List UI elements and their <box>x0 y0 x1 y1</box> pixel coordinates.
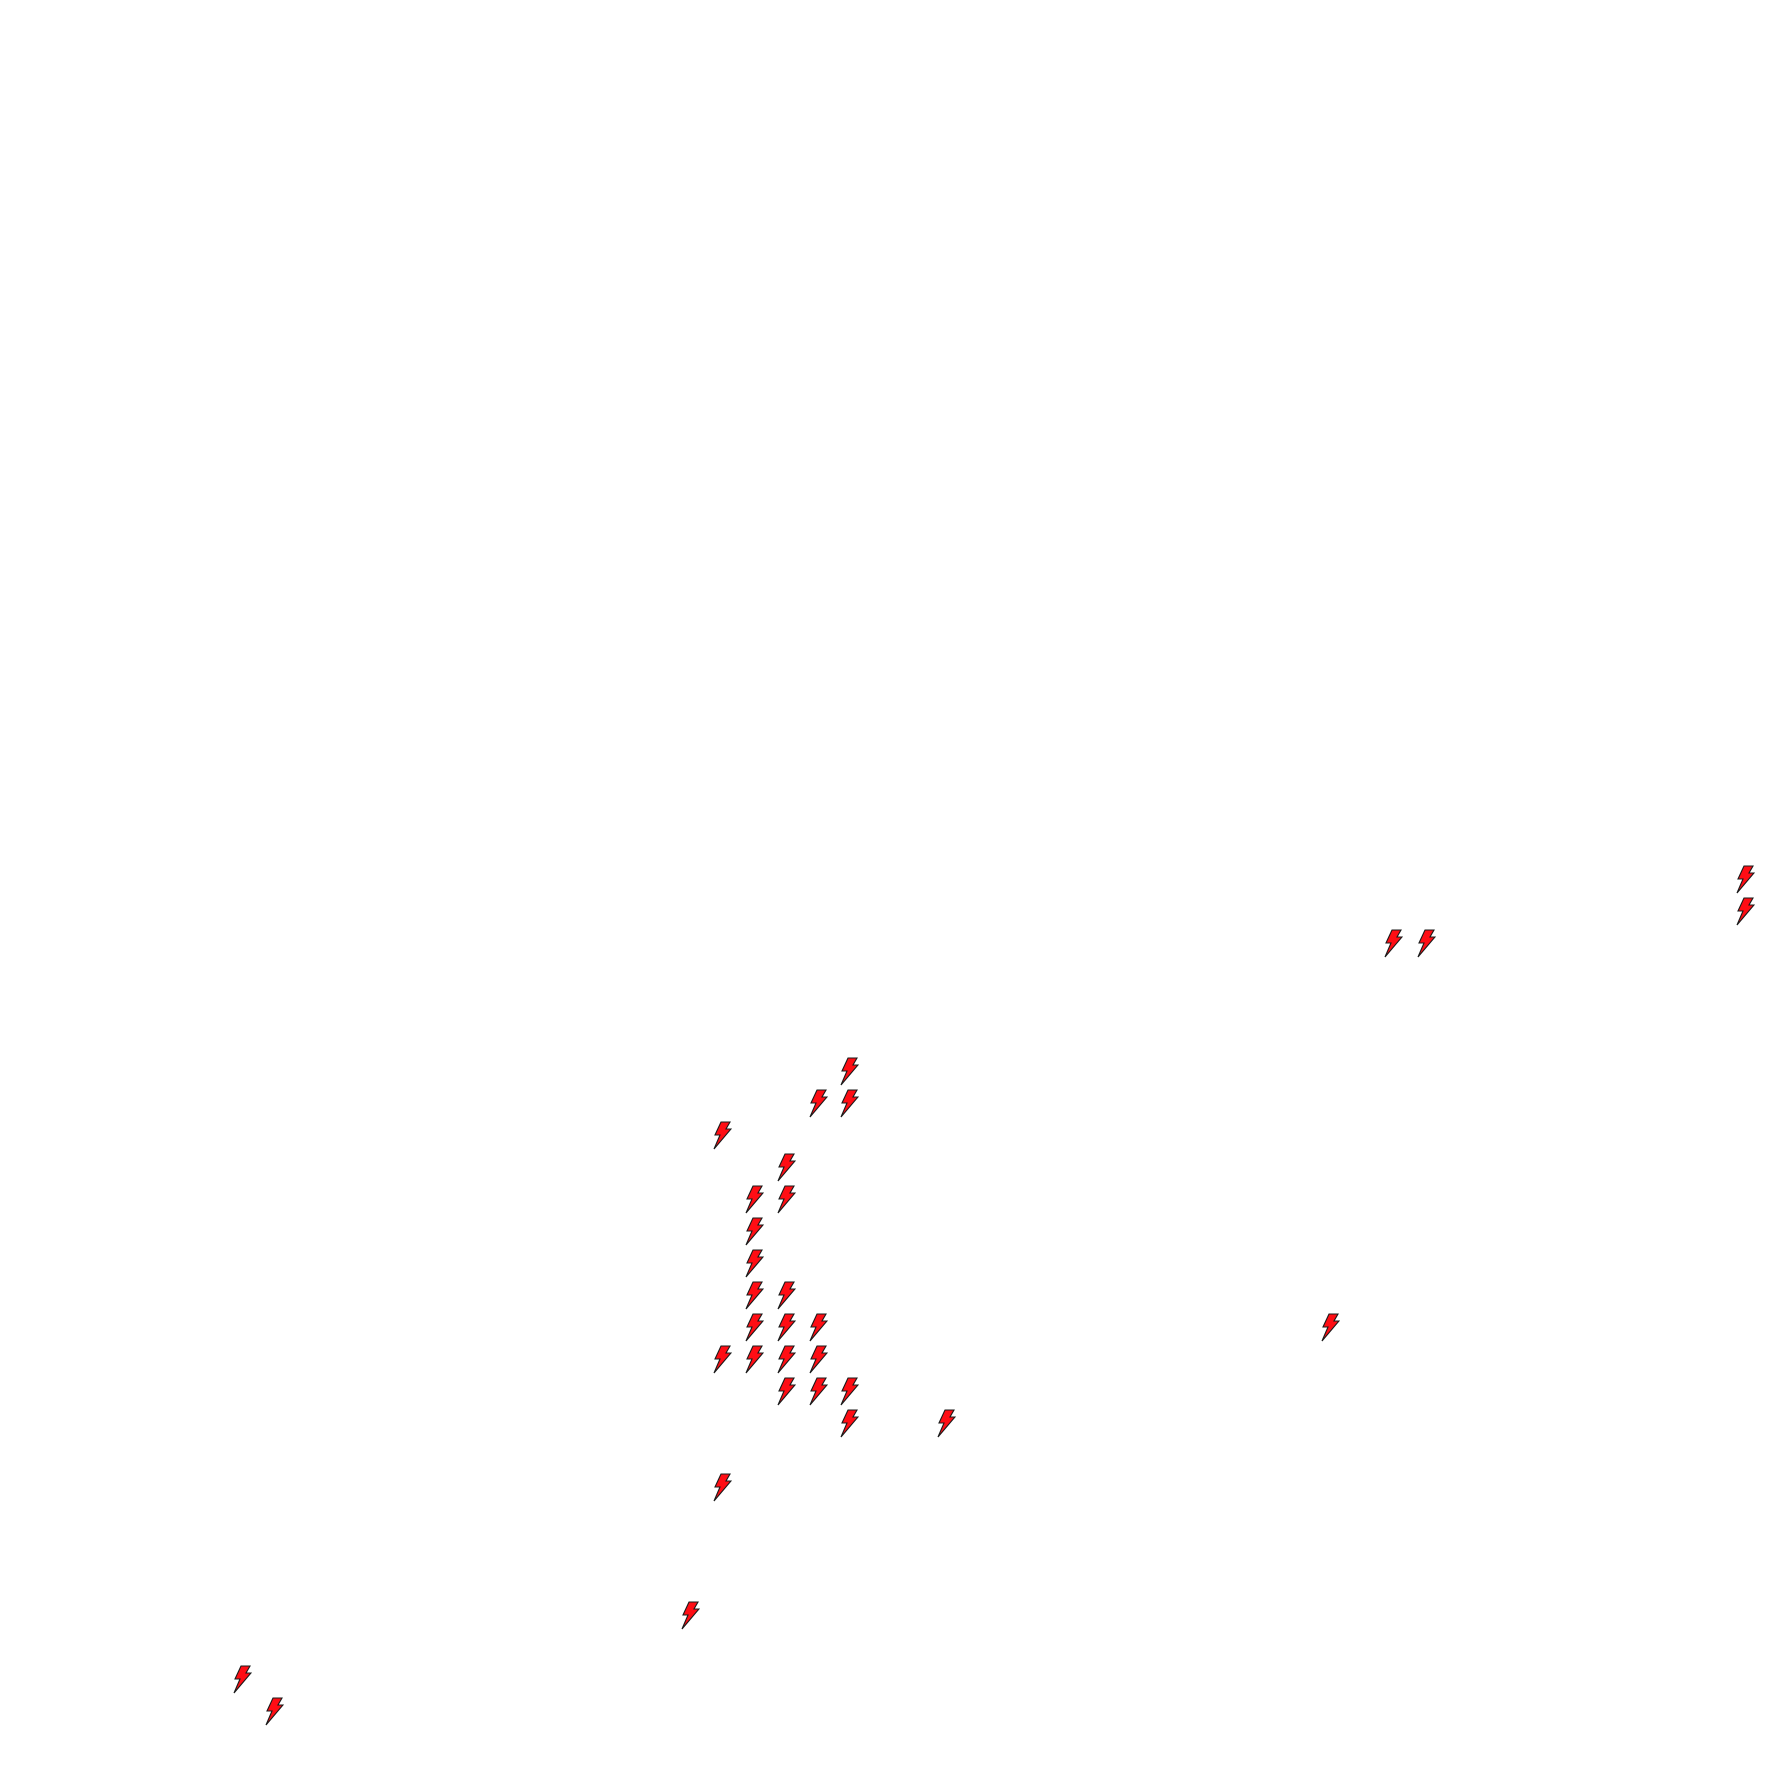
lightning-bolt-icon[interactable] <box>808 1313 828 1343</box>
lightning-bolt-icon[interactable] <box>776 1185 796 1215</box>
lightning-bolt-icon[interactable] <box>264 1697 284 1727</box>
lightning-bolt-icon[interactable] <box>776 1153 796 1183</box>
lightning-bolt-icon[interactable] <box>1416 929 1436 959</box>
lightning-bolt-icon[interactable] <box>776 1313 796 1343</box>
lightning-bolt-icon[interactable] <box>1735 897 1755 927</box>
lightning-bolt-icon[interactable] <box>232 1665 252 1695</box>
lightning-bolt-icon[interactable] <box>776 1281 796 1311</box>
lightning-bolt-icon[interactable] <box>839 1089 859 1119</box>
lightning-bolt-icon[interactable] <box>936 1409 956 1439</box>
lightning-bolt-icon[interactable] <box>839 1057 859 1087</box>
lightning-bolt-icon[interactable] <box>776 1345 796 1375</box>
lightning-bolt-icon[interactable] <box>1383 929 1403 959</box>
lightning-bolt-icon[interactable] <box>712 1473 732 1503</box>
lightning-bolt-icon[interactable] <box>744 1249 764 1279</box>
lightning-bolt-icon[interactable] <box>744 1281 764 1311</box>
lightning-bolt-icon[interactable] <box>744 1313 764 1343</box>
lightning-bolt-icon[interactable] <box>839 1377 859 1407</box>
lightning-bolt-icon[interactable] <box>744 1345 764 1375</box>
lightning-bolt-icon[interactable] <box>839 1409 859 1439</box>
lightning-bolt-icon[interactable] <box>1320 1313 1340 1343</box>
lightning-bolt-icon[interactable] <box>712 1345 732 1375</box>
lightning-bolt-icon[interactable] <box>744 1185 764 1215</box>
lightning-bolt-icon[interactable] <box>808 1377 828 1407</box>
lightning-bolt-icon[interactable] <box>808 1345 828 1375</box>
lightning-bolt-icon[interactable] <box>680 1601 700 1631</box>
lightning-bolt-icon[interactable] <box>776 1377 796 1407</box>
lightning-bolt-icon[interactable] <box>808 1089 828 1119</box>
lightning-bolt-icon[interactable] <box>744 1217 764 1247</box>
lightning-bolt-icon[interactable] <box>712 1121 732 1151</box>
lightning-bolt-icon[interactable] <box>1735 865 1755 895</box>
